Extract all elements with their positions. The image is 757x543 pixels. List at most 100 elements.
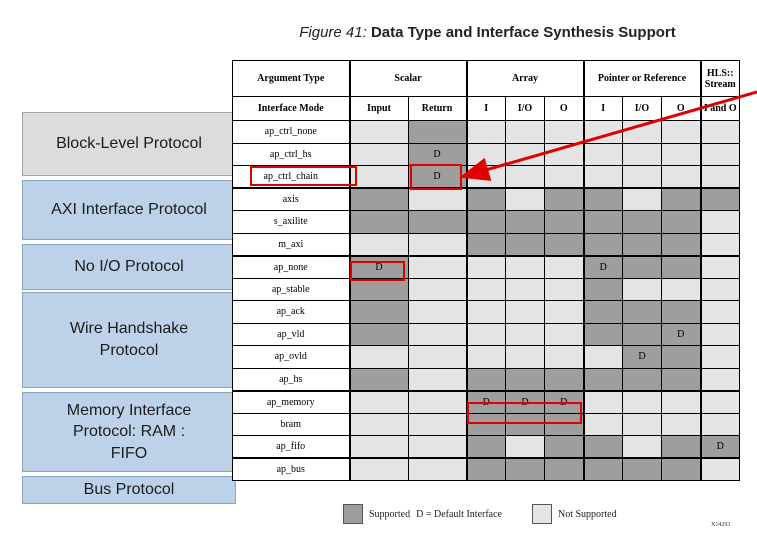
- header-col-4: O: [544, 96, 585, 121]
- support-cell: [661, 187, 702, 211]
- table-row: ap_none D D: [232, 254, 740, 279]
- header-array: Array: [466, 60, 585, 97]
- support-cell: [466, 435, 506, 459]
- support-cell: [622, 389, 662, 414]
- support-cell: [544, 367, 585, 391]
- support-cell: [466, 187, 506, 211]
- support-cell: [583, 345, 623, 369]
- support-cell: [407, 300, 468, 324]
- support-cell: [505, 412, 545, 436]
- support-cell: [349, 412, 409, 436]
- support-cell: [583, 142, 623, 166]
- figure-title: Data Type and Interface Synthesis Suppor…: [370, 24, 676, 41]
- support-cell: [349, 457, 409, 481]
- protocol-tab-axi: AXI Interface Protocol: [22, 180, 236, 240]
- table-row: ap_ovld D: [232, 345, 740, 369]
- figure-id: X14293: [711, 522, 731, 528]
- support-cell: [544, 277, 585, 301]
- interface-mode-label: axis: [232, 187, 351, 211]
- support-cell: [583, 210, 623, 234]
- support-cell: [349, 389, 409, 414]
- support-cell: [407, 457, 468, 481]
- support-cell: [700, 300, 740, 324]
- support-cell: [349, 345, 409, 369]
- protocol-tab-block-level: Block-Level Protocol: [22, 112, 236, 176]
- protocol-tab-bus: Bus Protocol: [22, 476, 236, 504]
- header-row-types: Argument Type Scalar Array Pointer or Re…: [232, 60, 740, 97]
- protocol-tab-wire-handshake: Wire Handshake Protocol: [22, 292, 236, 388]
- support-cell: D: [544, 389, 585, 414]
- header-pointer: Pointer or Reference: [583, 60, 702, 97]
- support-cell: [661, 412, 702, 436]
- support-cell: [700, 254, 740, 279]
- header-argument-type: Argument Type: [232, 60, 351, 97]
- header-row-modes: Interface Mode Input Return I I/O O I I/O O I an…: [232, 96, 740, 121]
- support-cell: [544, 210, 585, 234]
- interface-mode-label: ap_ctrl_hs: [232, 142, 351, 166]
- support-cell: [661, 165, 702, 189]
- header-col-3: I/O: [505, 96, 545, 121]
- support-cell: [349, 367, 409, 391]
- support-cell: [700, 367, 740, 391]
- support-cell: [700, 210, 740, 234]
- protocol-tab-memory: Memory Interface Protocol: RAM : FIFO: [22, 392, 236, 472]
- header-interface-mode: Interface Mode: [232, 96, 351, 121]
- support-cell: [622, 322, 662, 346]
- support-cell: [544, 120, 585, 144]
- support-cell: [700, 142, 740, 166]
- support-cell: [544, 435, 585, 459]
- interface-mode-label: ap_ctrl_chain: [232, 165, 351, 189]
- table-row: ap_hs: [232, 367, 740, 391]
- support-cell: [583, 165, 623, 189]
- legend-not-supported-label: Not Supported: [557, 508, 617, 520]
- legend-supported-label: Supported: [369, 508, 411, 520]
- interface-mode-label: ap_ctrl_none: [232, 120, 351, 144]
- header-scalar: Scalar: [349, 60, 468, 97]
- highlight-ap-none-input: [350, 261, 405, 281]
- legend-supported-swatch: [343, 504, 363, 524]
- support-cell: [466, 210, 506, 234]
- table-row: ap_stable: [232, 277, 740, 301]
- support-cell: [505, 435, 545, 459]
- support-cell: [505, 277, 545, 301]
- table-row: axis: [232, 187, 740, 211]
- legend: Supported D = Default Interface Not Supp…: [343, 504, 617, 524]
- interface-mode-label: ap_memory: [232, 389, 351, 414]
- figure-label: Figure 41:: [299, 24, 367, 41]
- interface-mode-label: ap_stable: [232, 277, 351, 301]
- table-row: bram: [232, 412, 740, 436]
- support-cell: [661, 435, 702, 459]
- interface-mode-label: ap_bus: [232, 457, 351, 481]
- support-cell: [544, 142, 585, 166]
- support-cell: [407, 210, 468, 234]
- table-row: ap_ack: [232, 300, 740, 324]
- header-stream: HLS:: Stream: [700, 60, 740, 97]
- support-cell: [407, 345, 468, 369]
- interface-mode-label: s_axilite: [232, 210, 351, 234]
- interface-mode-label: bram: [232, 412, 351, 436]
- support-cell: [661, 210, 702, 234]
- legend-default-label: D = Default Interface: [416, 508, 502, 520]
- support-cell: [505, 457, 545, 481]
- support-cell: [349, 142, 409, 166]
- header-col-1: Return: [407, 96, 468, 121]
- figure-caption: Figure 41: Data Type and Interface Synth…: [0, 24, 757, 41]
- support-cell: [349, 165, 409, 189]
- support-cell: [466, 300, 506, 324]
- support-cell: [700, 120, 740, 144]
- support-cell: [583, 300, 623, 324]
- legend-not-supported-swatch: [531, 504, 552, 524]
- support-cell: [622, 187, 662, 211]
- support-cell: [407, 277, 468, 301]
- support-cell: [349, 210, 409, 234]
- support-cell: [505, 322, 545, 346]
- highlight-ap-ctrl-chain-label: [250, 166, 357, 186]
- table-row: ap_fifo D: [232, 435, 740, 459]
- support-cell: [407, 412, 468, 436]
- support-cell: [700, 345, 740, 369]
- support-cell: [544, 457, 585, 481]
- support-cell: [700, 389, 740, 414]
- support-cell: [505, 345, 545, 369]
- support-cell: [466, 412, 506, 436]
